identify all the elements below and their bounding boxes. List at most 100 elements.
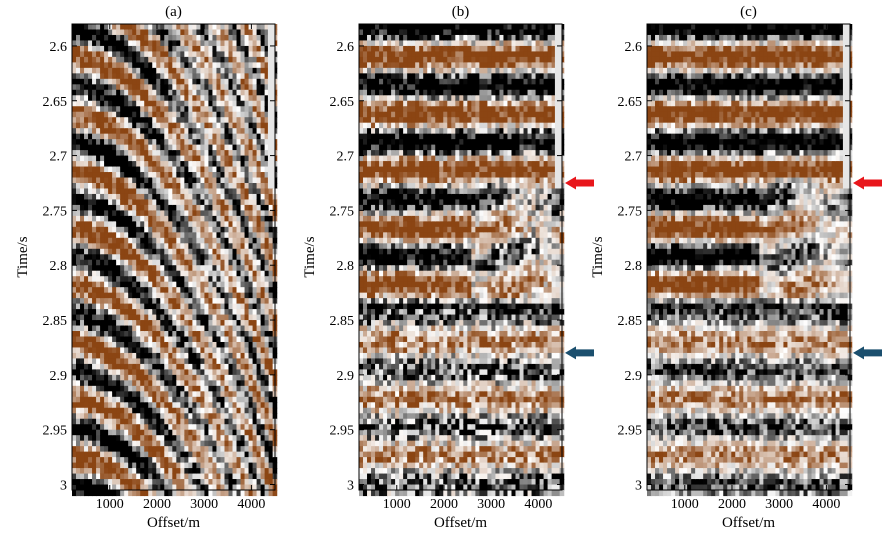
heatmap-cell xyxy=(152,182,157,190)
heatmap-cell xyxy=(228,133,234,140)
heatmap-cell xyxy=(144,34,149,42)
heatmap-cell xyxy=(120,177,125,184)
heatmap-cell xyxy=(72,226,77,233)
heatmap-cell xyxy=(256,254,262,261)
heatmap-cell xyxy=(104,484,109,491)
heatmap-cell xyxy=(160,139,165,146)
heatmap-cell xyxy=(96,451,101,458)
heatmap-cell xyxy=(256,424,262,431)
heatmap-cell xyxy=(164,254,169,261)
heatmap-cell xyxy=(232,106,238,113)
heatmap-cell xyxy=(224,479,230,486)
heatmap-cell xyxy=(180,402,185,409)
heatmap-cell xyxy=(216,259,222,266)
heatmap-cell xyxy=(104,172,109,179)
heatmap-cell xyxy=(120,111,125,118)
heatmap-cell xyxy=(108,199,113,206)
heatmap-cell xyxy=(92,429,97,436)
heatmap-cell xyxy=(80,166,85,173)
heatmap-cell xyxy=(240,128,246,135)
heatmap-cell xyxy=(208,106,214,113)
heatmap-cell xyxy=(252,128,258,135)
heatmap-cell xyxy=(80,479,85,486)
heatmap-cell xyxy=(96,204,101,211)
heatmap-cell xyxy=(371,462,376,469)
heatmap-cell xyxy=(200,122,206,129)
heatmap-cell xyxy=(252,193,258,201)
heatmap-cell xyxy=(112,369,117,376)
heatmap-cell xyxy=(367,259,372,266)
heatmap-cell xyxy=(96,281,101,288)
heatmap-cell xyxy=(80,429,85,436)
heatmap-cell xyxy=(112,40,117,47)
heatmap-cell xyxy=(224,172,230,179)
heatmap-cell xyxy=(228,210,234,217)
heatmap-cell xyxy=(367,484,372,491)
heatmap-cell xyxy=(76,479,81,486)
heatmap-cell xyxy=(244,199,250,206)
heatmap-cell xyxy=(236,407,242,414)
heatmap-cell xyxy=(112,78,117,85)
heatmap-cell xyxy=(164,56,169,63)
heatmap-cell xyxy=(112,226,117,233)
heatmap-cell xyxy=(72,24,77,31)
heatmap-cell xyxy=(256,385,262,392)
heatmap-cell xyxy=(224,139,230,146)
heatmap-cell xyxy=(220,177,226,184)
heatmap-cell xyxy=(152,407,157,414)
heatmap-cell xyxy=(260,347,266,354)
heatmap-cell xyxy=(232,287,238,294)
heatmap-cell xyxy=(260,193,266,201)
heatmap-cell xyxy=(260,281,266,288)
heatmap-cell xyxy=(200,84,206,91)
heatmap-cell xyxy=(76,385,81,392)
heatmap-cell xyxy=(367,100,372,107)
heatmap-cell xyxy=(84,325,89,332)
heatmap-cell xyxy=(168,117,173,124)
heatmap-cell xyxy=(116,215,121,222)
heatmap-cell xyxy=(124,358,129,365)
heatmap-cell xyxy=(120,418,125,425)
heatmap-cell xyxy=(92,89,97,96)
heatmap-cell xyxy=(156,341,161,349)
heatmap-cell xyxy=(212,358,218,365)
heatmap-cell xyxy=(108,429,113,436)
heatmap-cell xyxy=(120,45,125,53)
heatmap-cell xyxy=(240,177,246,184)
heatmap-cell xyxy=(180,462,185,469)
heatmap-cell xyxy=(212,309,218,316)
heatmap-cell xyxy=(212,193,218,201)
heatmap-cell xyxy=(367,270,372,277)
heatmap-cell xyxy=(164,309,169,316)
heatmap-cell xyxy=(160,248,165,255)
heatmap-cell xyxy=(228,45,234,53)
heatmap-cell xyxy=(128,204,133,211)
heatmap-cell xyxy=(120,56,125,63)
heatmap-cell xyxy=(76,259,81,266)
heatmap-cell xyxy=(108,276,113,283)
heatmap-cell xyxy=(136,172,141,179)
heatmap-cell xyxy=(204,418,210,425)
heatmap-cell xyxy=(363,320,368,327)
heatmap-cell xyxy=(256,177,262,184)
heatmap-cell xyxy=(160,380,165,387)
heatmap-cell xyxy=(144,111,149,118)
heatmap-cell xyxy=(76,391,81,398)
heatmap-cell xyxy=(204,204,210,211)
heatmap-cell xyxy=(228,341,234,349)
heatmap-cell xyxy=(264,177,270,184)
heatmap-cell xyxy=(236,106,242,113)
y-tick-label: 3 xyxy=(60,479,67,494)
heatmap-cell xyxy=(108,34,113,42)
heatmap-cell xyxy=(371,325,376,332)
heatmap-cell xyxy=(132,479,137,486)
heatmap-cell xyxy=(172,468,177,475)
heatmap-cell xyxy=(184,73,189,80)
heatmap-cell xyxy=(116,78,121,85)
heatmap-cell xyxy=(363,374,368,381)
heatmap-cell xyxy=(256,363,262,370)
heatmap-cell xyxy=(236,188,242,195)
heatmap-cell xyxy=(371,199,376,206)
heatmap-cell xyxy=(104,451,109,458)
heatmap-cell xyxy=(367,56,372,63)
